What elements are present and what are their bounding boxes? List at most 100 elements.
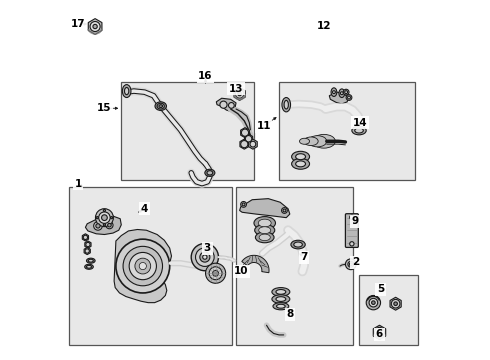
Text: 10: 10: [234, 266, 248, 276]
Circle shape: [108, 224, 111, 227]
Text: 2: 2: [352, 257, 359, 267]
Circle shape: [94, 222, 102, 230]
Ellipse shape: [255, 232, 274, 243]
Text: 16: 16: [198, 71, 213, 81]
Circle shape: [241, 140, 248, 148]
Circle shape: [101, 215, 107, 221]
Ellipse shape: [291, 240, 305, 249]
Circle shape: [135, 258, 151, 274]
Polygon shape: [234, 87, 245, 100]
Circle shape: [96, 209, 113, 226]
Ellipse shape: [295, 161, 306, 167]
Ellipse shape: [352, 126, 366, 135]
Circle shape: [374, 327, 385, 337]
Text: 1: 1: [74, 179, 82, 189]
Polygon shape: [245, 134, 253, 143]
Circle shape: [348, 261, 354, 267]
Circle shape: [350, 215, 354, 220]
Ellipse shape: [155, 102, 167, 111]
Circle shape: [282, 208, 287, 213]
Circle shape: [106, 222, 113, 229]
Circle shape: [205, 263, 225, 283]
Circle shape: [90, 22, 100, 32]
Circle shape: [139, 262, 147, 270]
Ellipse shape: [292, 151, 310, 162]
Text: 15: 15: [97, 103, 112, 113]
Polygon shape: [390, 297, 401, 310]
Ellipse shape: [122, 85, 131, 98]
Ellipse shape: [87, 265, 92, 268]
Polygon shape: [329, 92, 348, 104]
Ellipse shape: [207, 171, 213, 175]
Text: 17: 17: [71, 19, 86, 29]
Ellipse shape: [276, 304, 285, 308]
Polygon shape: [242, 255, 269, 273]
Polygon shape: [248, 139, 257, 149]
Circle shape: [123, 246, 163, 286]
Ellipse shape: [294, 242, 302, 247]
Ellipse shape: [259, 227, 271, 234]
Ellipse shape: [85, 264, 93, 269]
Ellipse shape: [276, 297, 286, 301]
Circle shape: [213, 270, 219, 276]
Circle shape: [196, 248, 214, 266]
Circle shape: [98, 212, 110, 224]
Ellipse shape: [272, 295, 290, 303]
Circle shape: [228, 103, 234, 108]
Ellipse shape: [313, 134, 335, 148]
Circle shape: [129, 252, 156, 280]
Polygon shape: [88, 19, 102, 35]
Ellipse shape: [87, 258, 95, 263]
Circle shape: [86, 242, 90, 247]
Bar: [359, 275, 418, 345]
Polygon shape: [84, 247, 90, 255]
Circle shape: [235, 90, 244, 98]
Polygon shape: [85, 216, 122, 234]
Text: 8: 8: [286, 310, 294, 319]
Ellipse shape: [276, 289, 286, 294]
Circle shape: [241, 202, 246, 207]
Bar: [279, 82, 416, 180]
Circle shape: [345, 259, 356, 270]
Circle shape: [343, 89, 349, 95]
Circle shape: [377, 330, 382, 334]
Ellipse shape: [299, 138, 310, 144]
Bar: [236, 187, 353, 345]
Text: 5: 5: [377, 284, 384, 294]
Polygon shape: [85, 241, 91, 248]
Text: 9: 9: [352, 216, 359, 226]
Circle shape: [392, 300, 400, 308]
Circle shape: [83, 235, 88, 239]
Circle shape: [333, 91, 335, 94]
Circle shape: [245, 135, 252, 142]
Polygon shape: [216, 98, 236, 111]
Ellipse shape: [304, 137, 318, 145]
Text: 7: 7: [300, 252, 308, 262]
Circle shape: [238, 92, 242, 96]
Circle shape: [96, 224, 100, 228]
Circle shape: [371, 301, 375, 305]
Circle shape: [283, 209, 286, 212]
Circle shape: [347, 96, 350, 99]
Polygon shape: [373, 325, 386, 339]
Ellipse shape: [339, 89, 344, 98]
Polygon shape: [114, 229, 172, 303]
Circle shape: [103, 210, 105, 212]
Circle shape: [116, 239, 170, 293]
Text: 14: 14: [352, 118, 367, 128]
Circle shape: [220, 101, 227, 108]
Text: 12: 12: [317, 21, 331, 31]
Polygon shape: [240, 199, 290, 218]
Ellipse shape: [254, 217, 275, 229]
Circle shape: [350, 242, 354, 246]
Circle shape: [203, 255, 207, 259]
Text: 13: 13: [229, 84, 243, 94]
Circle shape: [394, 302, 397, 306]
Text: 4: 4: [141, 204, 148, 214]
Ellipse shape: [272, 288, 290, 296]
Ellipse shape: [255, 225, 275, 236]
Ellipse shape: [159, 105, 163, 108]
Circle shape: [111, 217, 113, 219]
Text: 3: 3: [204, 243, 211, 253]
Circle shape: [344, 91, 347, 94]
